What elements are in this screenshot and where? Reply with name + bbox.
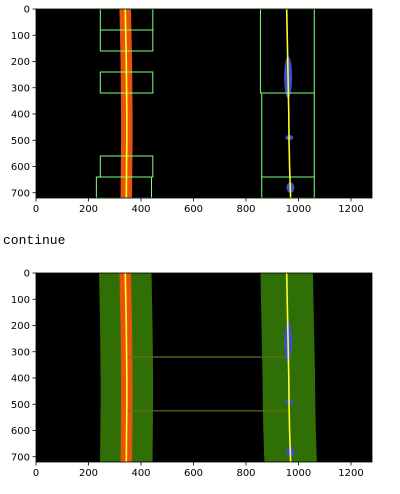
y-tick-label: 0 <box>24 269 30 280</box>
y-tick-label: 300 <box>11 347 30 358</box>
y-tick-label: 0 <box>24 5 30 16</box>
x-tick-label: 1000 <box>286 204 311 215</box>
sliding-window-chart: 0 200 400 600 800 1000 1200 0 100 200 300 400 500 600… <box>11 5 373 215</box>
search-area-chart: 0 200 400 600 800 1000 1200 0 100 200 300 400 500 600… <box>11 269 373 479</box>
y-tick-label: 400 <box>11 110 30 121</box>
plot-area <box>36 273 372 462</box>
y-tick-label: 400 <box>11 374 30 385</box>
y-tick-label: 700 <box>11 452 30 463</box>
right-fit-line <box>285 272 292 463</box>
y-tick-label: 600 <box>11 162 30 173</box>
x-tick-label: 400 <box>131 468 150 479</box>
plot-area <box>36 9 372 198</box>
y-tick-label: 300 <box>11 83 30 94</box>
x-tick-label: 600 <box>184 468 203 479</box>
output-text: continue <box>3 233 66 248</box>
x-tick-label: 0 <box>33 468 39 479</box>
y-tick-label: 500 <box>11 400 30 411</box>
x-tick-label: 1200 <box>338 468 363 479</box>
y-tick-label: 100 <box>11 31 30 42</box>
x-tick-label: 1000 <box>286 468 311 479</box>
y-tick-label: 200 <box>11 321 30 332</box>
left-fit-line <box>124 8 128 199</box>
y-tick-label: 600 <box>11 426 30 437</box>
x-tick-label: 1200 <box>338 204 363 215</box>
x-tick-label: 600 <box>184 204 203 215</box>
right-fit-line <box>285 8 292 199</box>
x-tick-label: 200 <box>79 468 98 479</box>
left-fit-line <box>124 272 128 463</box>
y-tick-label: 200 <box>11 57 30 68</box>
y-tick-label: 100 <box>11 295 30 306</box>
plot-frame <box>35 272 373 463</box>
plot-frame <box>35 8 373 199</box>
x-tick-label: 800 <box>236 204 255 215</box>
x-tick-label: 200 <box>79 204 98 215</box>
search-area-plot: 0 200 400 600 800 1000 1200 0 100 200 300 400 500 600… <box>0 262 400 494</box>
y-tick-label: 700 <box>11 188 30 199</box>
sliding-window-plot: 0 200 400 600 800 1000 1200 0 100 200 300 400 500 600… <box>0 0 400 220</box>
y-tick-label: 500 <box>11 136 30 147</box>
x-tick-label: 800 <box>236 468 255 479</box>
x-tick-label: 400 <box>131 204 150 215</box>
x-tick-label: 0 <box>33 204 39 215</box>
